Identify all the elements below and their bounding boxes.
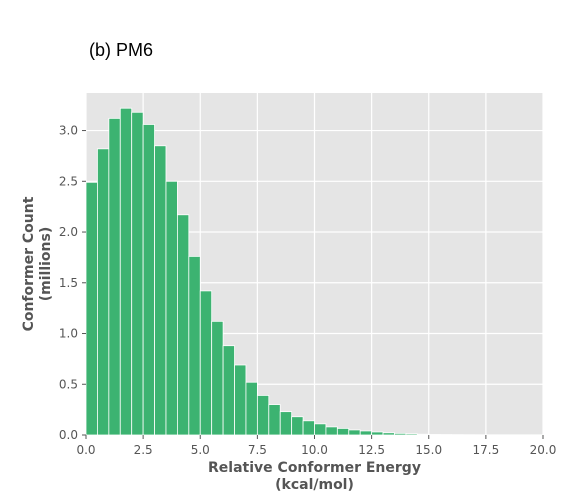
x-tick-label: 12.5 <box>358 443 385 457</box>
x-axis-label-line-1: Relative Conformer Energy <box>208 460 421 476</box>
y-axis-label-line-2: (millions) <box>38 227 54 302</box>
histogram-bar <box>405 433 418 436</box>
histogram-bar <box>302 420 315 436</box>
histogram-bar <box>325 426 338 436</box>
histogram-bar <box>314 423 327 436</box>
x-tick-label: 15.0 <box>415 443 442 457</box>
histogram-bar <box>131 111 144 436</box>
y-tick-label: 2.5 <box>59 174 78 188</box>
x-tick-label: 7.5 <box>248 443 267 457</box>
x-tick-label: 5.0 <box>191 443 210 457</box>
histogram-bar <box>359 430 373 436</box>
histogram-bar <box>97 148 110 436</box>
histogram-bar <box>394 432 407 436</box>
x-tick-label: 10.0 <box>301 443 328 457</box>
x-tick-label: 20.0 <box>530 443 557 457</box>
y-tick-label: 3.0 <box>59 124 78 138</box>
histogram-bar <box>108 117 121 436</box>
histogram-bar <box>291 416 304 436</box>
y-tick-label: 0.5 <box>59 377 78 391</box>
y-tick-label: 1.0 <box>59 327 78 341</box>
histogram-bar <box>165 180 178 436</box>
y-axis-label-line-1: Conformer Count <box>21 196 37 331</box>
histogram-bar <box>211 320 224 436</box>
y-tick-labels: 0.0 0.5 1.0 1.5 2.0 2.5 3.0 <box>59 124 86 442</box>
y-tick-label: 2.0 <box>59 225 78 239</box>
histogram-bar <box>382 432 395 436</box>
x-tick-label: 17.5 <box>473 443 500 457</box>
histogram-bar <box>416 433 430 436</box>
histogram-bar <box>348 429 361 436</box>
histogram-bar <box>256 395 270 436</box>
x-tick-label: 0.0 <box>76 443 95 457</box>
x-tick-label: 2.5 <box>134 443 153 457</box>
bars <box>85 107 544 436</box>
y-tick-label: 0.0 <box>59 428 78 442</box>
x-tick-labels: 0.0 2.5 5.0 7.5 10.0 12.5 15.0 17.5 20.0 <box>76 435 556 457</box>
histogram-bar <box>176 214 190 436</box>
histogram-bar <box>188 255 201 436</box>
histogram-bar <box>371 431 384 436</box>
histogram-bar <box>199 290 213 436</box>
histogram-bar <box>279 411 293 436</box>
y-tick-label: 1.5 <box>59 276 78 290</box>
panel-title: (b) PM6 <box>89 40 154 60</box>
histogram-bar <box>119 107 133 436</box>
histogram-bar <box>234 364 247 436</box>
histogram-bar <box>154 145 167 436</box>
histogram-bar <box>85 181 98 436</box>
histogram-bar <box>336 428 350 436</box>
histogram-bar <box>222 345 235 436</box>
histogram-bar <box>142 124 155 436</box>
x-axis-label-line-2: (kcal/mol) <box>275 477 354 493</box>
histogram-bar <box>268 404 281 436</box>
histogram-bar <box>245 381 258 436</box>
histogram-bar <box>428 434 441 436</box>
